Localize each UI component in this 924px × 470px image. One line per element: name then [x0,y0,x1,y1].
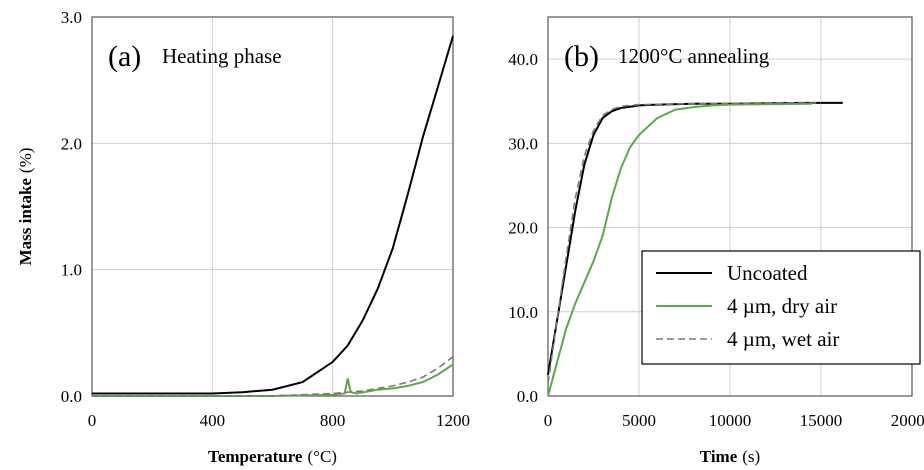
y-tick-label: 40.0 [508,50,538,69]
x-axis-label-text: Time [700,447,738,466]
y-tick-label: 10.0 [508,303,538,322]
x-tick-label: 5000 [622,411,656,430]
legend-label-2: 4 µm, dry air [727,294,837,318]
x-axis-label: Time (s) [700,447,760,466]
y-tick-label: 20.0 [508,219,538,238]
x-tick-label: 800 [320,411,346,430]
y-axis-label-text: Mass intake [16,178,35,266]
legend-label-3: 4 µm, wet air [727,327,839,351]
plot-frame [547,16,913,397]
x-tick-label: 0 [88,411,97,430]
x-tick-label: 1200 [436,411,470,430]
x-axis-label-unit: (s) [742,447,760,466]
y-tick-label: 2.0 [61,134,82,153]
legend-box [641,250,921,365]
y-axis-label-unit: (%) [16,148,35,173]
series-line-3 [547,102,821,384]
series-line-1 [92,35,454,395]
x-axis-label: Temperature (°C) [208,447,337,466]
panel-tag: (a) [108,40,141,73]
series-line-2 [547,102,812,397]
plot-frame [91,16,454,397]
series-line-3 [92,356,454,397]
y-tick-label: 30.0 [508,134,538,153]
panel-a: 0 400 800 1200 0.0 1.0 2.0 3.0 (a) Heating phase T… [16,8,470,466]
panel-tag: (b) [564,40,599,73]
x-tick-label: 0 [544,411,553,430]
panel-title: Heating phase [162,44,282,68]
x-tick-label: 400 [200,411,226,430]
y-tick-label: 0.0 [517,387,538,406]
legend-label-1: Uncoated [727,261,808,285]
x-axis-label-unit: (°C) [307,447,336,466]
series-line-2 [92,363,454,397]
y-tick-label: 1.0 [61,261,82,280]
x-axis-label-text: Temperature [208,447,303,466]
x-tick-label: 15000 [800,411,843,430]
x-tick-label: 10000 [709,411,752,430]
y-tick-label: 0.0 [61,387,82,406]
y-axis-label: Mass intake (%) [16,148,35,266]
legend: Uncoated 4 µm, dry air 4 µm, wet air [641,250,921,365]
y-tick-label: 3.0 [61,8,82,27]
series-line-1 [547,101,843,376]
panel-title: 1200°C annealing [618,44,770,68]
